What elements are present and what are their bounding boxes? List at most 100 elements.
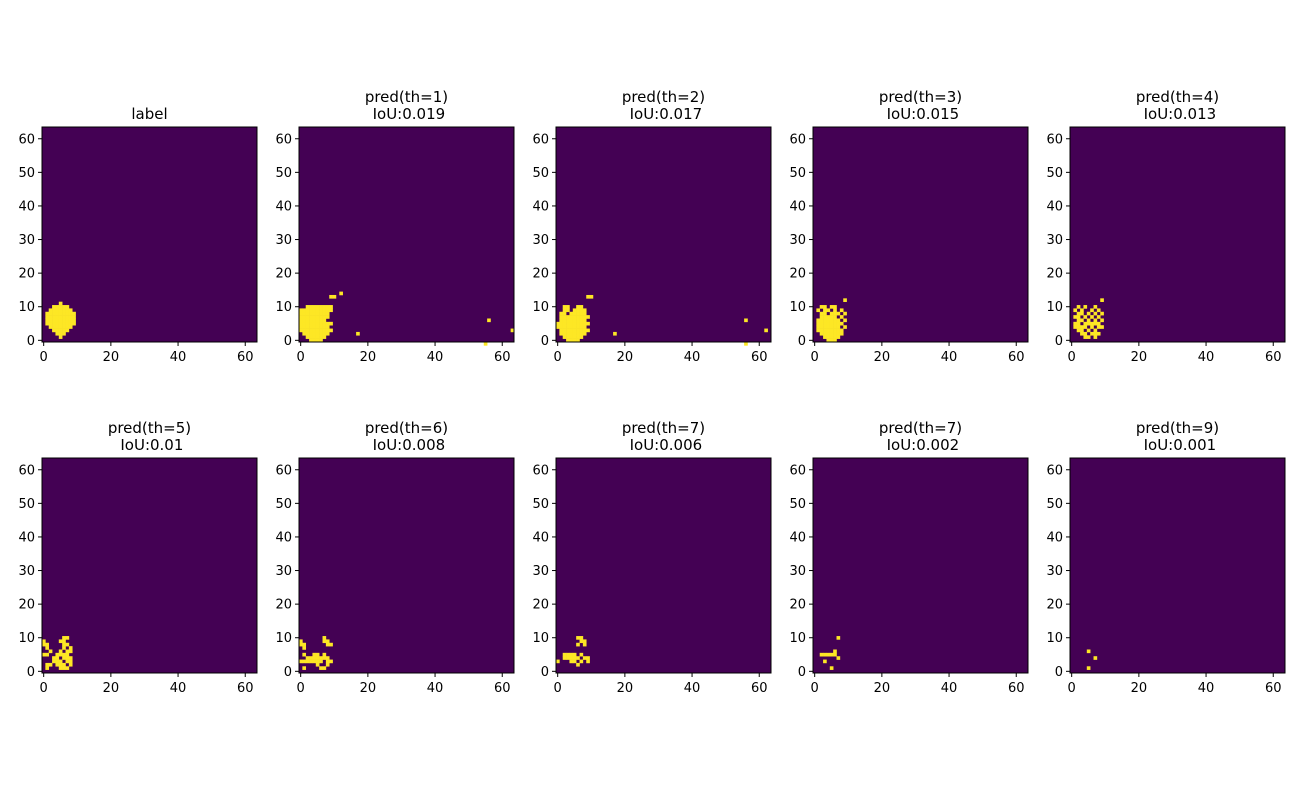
heatmap-cell <box>315 335 320 339</box>
heatmap-cell <box>45 666 50 670</box>
x-tick-label: 0 <box>297 350 305 365</box>
heatmap-cell <box>829 315 834 319</box>
heatmap-cell <box>62 662 66 667</box>
heatmap-cell <box>65 311 70 316</box>
heatmap-cell <box>58 308 63 313</box>
heatmap-cells <box>45 301 76 339</box>
heatmap-cell <box>576 328 580 333</box>
heatmap-cell <box>572 315 577 319</box>
y-tick-label: 0 <box>541 334 549 349</box>
heatmap-cell <box>305 315 310 319</box>
heatmap-cell <box>1093 656 1098 660</box>
subplot-7: pred(th=7) IoU:0.006 0 20 40 60 0 10 20 30 40 50 60 <box>532 419 772 696</box>
y-tick-label: 40 <box>789 199 806 214</box>
x-tick-label: 20 <box>617 350 634 365</box>
heatmap-cell <box>315 325 320 329</box>
heatmap-cell <box>45 318 50 323</box>
heatmap-cell <box>299 328 303 333</box>
x-tick-label: 0 <box>554 681 562 696</box>
x-tick-label: 60 <box>237 681 254 696</box>
heatmap-cell <box>315 305 320 309</box>
heatmap-cell <box>833 305 837 309</box>
heatmap-cell <box>299 642 303 647</box>
heatmap-cell <box>319 331 323 336</box>
y-tick-label: 60 <box>789 463 806 478</box>
heatmap-cell <box>1093 318 1098 323</box>
heatmap-cell <box>299 325 303 329</box>
y-tick-label: 40 <box>18 199 35 214</box>
y-tick-label: 40 <box>532 199 549 214</box>
heatmap-cell <box>582 642 587 647</box>
heatmap-cell <box>42 642 46 647</box>
heatmap-cell <box>579 636 584 640</box>
heatmap-cell <box>836 328 841 333</box>
heatmap-cell <box>836 636 841 640</box>
heatmap-cell <box>1083 331 1088 336</box>
heatmap-cell <box>309 318 313 323</box>
heatmap-cell <box>55 305 60 309</box>
heatmap-cell <box>315 662 320 667</box>
heatmap-cell <box>562 335 567 339</box>
heatmap-cell <box>819 321 824 326</box>
heatmap-cell <box>843 325 847 329</box>
heatmap-cell <box>305 656 310 660</box>
heatmap-cell <box>72 318 76 323</box>
heatmap-cell <box>48 311 53 316</box>
heatmap-cell <box>305 321 310 326</box>
heatmap-cell <box>826 328 831 333</box>
heatmap-cell <box>576 325 580 329</box>
heatmap-cell <box>65 305 70 309</box>
subplot-5: pred(th=5) IoU:0.01 0 20 40 60 0 10 20 30 40 50 60 <box>18 419 258 696</box>
y-tick-label: 30 <box>1046 564 1063 579</box>
heatmap-cell <box>319 656 323 660</box>
heatmap-cell <box>562 328 567 333</box>
heatmap-cell <box>1083 305 1088 309</box>
heatmap-cell <box>576 642 580 647</box>
y-tick-label: 10 <box>789 631 806 646</box>
x-tick-label: 0 <box>811 681 819 696</box>
heatmap-cell <box>68 321 73 326</box>
heatmap-cell <box>52 308 56 313</box>
heatmap-cell <box>302 666 307 670</box>
heatmap-cell <box>829 666 834 670</box>
heatmap-cell <box>339 291 343 296</box>
heatmap-background <box>813 458 1028 673</box>
heatmap-cell <box>55 315 60 319</box>
heatmap-cell <box>309 338 313 343</box>
y-tick-label: 40 <box>1046 199 1063 214</box>
y-tick-label: 30 <box>275 564 292 579</box>
heatmap-cell <box>764 328 768 333</box>
heatmap-cell <box>325 656 330 660</box>
subplot-1: pred(th=1) IoU:0.019 0 20 40 60 0 10 20 30 40 50 60 <box>275 88 515 365</box>
heatmap-cell <box>562 325 567 329</box>
subplot-2: pred(th=2) IoU:0.017 0 20 40 60 0 10 20 30 40 50 60 <box>532 88 772 365</box>
heatmap-cell <box>826 335 831 339</box>
heatmap-cell <box>1080 331 1084 336</box>
heatmap-cell <box>556 321 560 326</box>
y-tick-label: 10 <box>789 300 806 315</box>
heatmap-cell <box>579 659 584 664</box>
heatmap-cell <box>329 294 333 299</box>
heatmap-cell <box>579 315 584 319</box>
x-tick-label: 60 <box>1008 681 1025 696</box>
heatmap-cell <box>569 321 574 326</box>
subplot-title: pred(th=7) IoU:0.002 <box>879 419 962 454</box>
heatmap-cell <box>816 308 821 313</box>
heatmap-cell <box>833 331 837 336</box>
heatmap-cell <box>55 325 60 329</box>
heatmap-cell <box>62 666 66 670</box>
heatmap-cell <box>839 321 844 326</box>
heatmap-cell <box>52 659 56 664</box>
heatmap-cell <box>589 294 594 299</box>
heatmap-cell <box>322 315 327 319</box>
heatmap-cell <box>1090 308 1094 313</box>
heatmap-cell <box>312 315 317 319</box>
heatmap-cell <box>562 318 567 323</box>
subplot-title: label <box>131 105 167 123</box>
heatmap-cell <box>322 335 327 339</box>
heatmap-cell <box>744 342 748 346</box>
x-tick-label: 20 <box>617 681 634 696</box>
heatmap-cell <box>839 308 844 313</box>
y-tick-label: 60 <box>275 463 292 478</box>
heatmap-cell <box>1093 321 1098 326</box>
